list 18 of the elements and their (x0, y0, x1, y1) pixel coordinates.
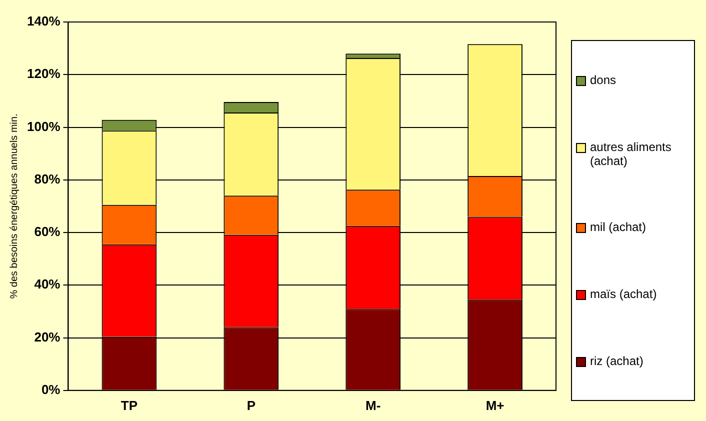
y-tick-label: 100% (27, 118, 61, 134)
y-axis-title: % des besoins énergétiques annuels min. (8, 114, 20, 299)
y-tick-label: 40% (34, 276, 61, 292)
y-tick-label: 140% (27, 14, 61, 29)
legend-label: maïs (achat) (590, 287, 657, 302)
y-tick-label: 120% (27, 66, 61, 82)
legend-label: autres aliments (achat) (590, 140, 672, 168)
x-tick-label: M+ (486, 398, 505, 413)
legend-label: dons (590, 73, 616, 88)
y-tick-label: 80% (34, 171, 61, 186)
x-tick-label: M- (366, 398, 381, 413)
x-tick-label: P (246, 398, 256, 413)
legend-label: mil (achat) (590, 220, 646, 234)
x-tick-label: TP (120, 398, 138, 413)
y-tick-label: 0% (41, 382, 61, 397)
y-tick-label: 20% (34, 329, 61, 344)
y-tick-label: 60% (34, 224, 61, 240)
legend-label: riz (achat) (590, 354, 644, 368)
